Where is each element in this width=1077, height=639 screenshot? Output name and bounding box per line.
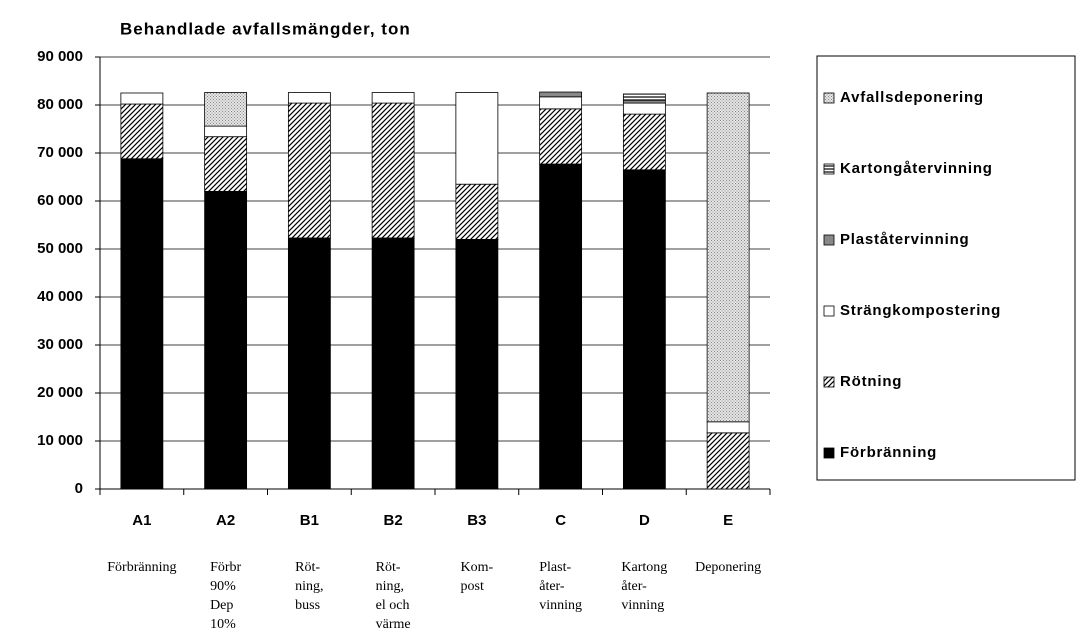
bar-segment — [204, 190, 248, 490]
y-tick-label: 60 000 — [37, 192, 83, 209]
x-tick-label: D — [639, 512, 650, 529]
bar-segment — [622, 113, 666, 171]
bar-segment — [622, 93, 666, 101]
y-tick-label: 90 000 — [37, 48, 83, 65]
y-tick-label: 70 000 — [37, 144, 83, 161]
category-description: Förbränning — [107, 560, 176, 575]
legend-swatch — [823, 376, 835, 388]
legend-swatch — [823, 305, 835, 317]
bar-segment — [120, 103, 164, 160]
bar-segment — [455, 183, 499, 240]
category-description: Röt- — [376, 560, 401, 575]
bar-segment — [539, 108, 583, 165]
bar-segment — [371, 92, 415, 104]
bar-segment — [287, 237, 331, 490]
bar-segment — [706, 92, 750, 423]
bar-segment — [204, 92, 248, 127]
legend-label: Avfallsdeponering — [840, 89, 984, 106]
category-description: ning, — [295, 579, 323, 594]
category-description: Deponering — [695, 560, 761, 575]
category-description: buss — [295, 598, 320, 613]
legend-label: Rötning — [840, 373, 902, 390]
x-tick-label: B2 — [384, 512, 403, 529]
bar-segment — [120, 92, 164, 105]
y-tick-label: 80 000 — [37, 96, 83, 113]
category-description: Förbr — [210, 560, 241, 575]
bar-segment — [706, 432, 750, 490]
x-tick-label: B1 — [300, 512, 319, 529]
category-description: ning, — [376, 579, 404, 594]
category-description: åter- — [621, 579, 647, 594]
bar-segment — [371, 237, 415, 490]
x-tick-label: E — [723, 512, 733, 529]
bar-segment — [622, 169, 666, 490]
chart-title: Behandlade avfallsmängder, ton — [120, 19, 411, 38]
x-tick-label: A1 — [132, 512, 151, 529]
y-tick-label: 40 000 — [37, 288, 83, 305]
bar-segment — [371, 102, 415, 239]
category-description: 90% — [210, 579, 236, 594]
category-description: vinning — [539, 598, 582, 613]
legend-swatch — [823, 447, 835, 459]
bar-segment — [287, 92, 331, 104]
category-description: Kom- — [461, 560, 494, 575]
category-description: Röt- — [295, 560, 320, 575]
x-tick-label: A2 — [216, 512, 235, 529]
bar-segment — [539, 163, 583, 490]
y-tick-label: 30 000 — [37, 336, 83, 353]
y-tick-label: 0 — [75, 480, 83, 497]
bar-segment — [622, 99, 666, 104]
y-tick-label: 20 000 — [37, 384, 83, 401]
legend-label: Förbränning — [840, 444, 937, 461]
bar-segment — [539, 91, 583, 98]
category-description: värme — [376, 617, 411, 632]
legend-label: Kartongåtervinning — [840, 160, 993, 177]
legend-box — [816, 55, 1076, 481]
legend-label: Strängkompostering — [840, 302, 1001, 319]
legend-label: Plaståtervinning — [840, 231, 970, 248]
category-description: post — [461, 579, 484, 594]
category-description: Kartong — [621, 560, 667, 575]
category-description: el och — [376, 598, 410, 613]
category-description: vinning — [621, 598, 664, 613]
category-description: åter- — [539, 579, 565, 594]
category-description: 10% — [210, 617, 236, 632]
legend-swatch — [823, 163, 835, 175]
legend-swatch — [823, 234, 835, 246]
x-tick-label: B3 — [467, 512, 486, 529]
category-description: Dep — [210, 598, 233, 613]
bar-segment — [287, 102, 331, 239]
legend-swatch — [823, 92, 835, 104]
y-tick-label: 10 000 — [37, 432, 83, 449]
bar-segment — [120, 158, 164, 490]
bar-segment — [622, 102, 666, 115]
bar-segment — [204, 125, 248, 138]
category-description: Plast- — [539, 560, 571, 575]
bar-segment — [455, 92, 499, 185]
bar-segment — [539, 96, 583, 110]
x-tick-label: C — [555, 512, 566, 529]
y-tick-label: 50 000 — [37, 240, 83, 257]
bar-segment — [706, 421, 750, 434]
bar-segment — [455, 238, 499, 490]
bar-segment — [204, 136, 248, 192]
